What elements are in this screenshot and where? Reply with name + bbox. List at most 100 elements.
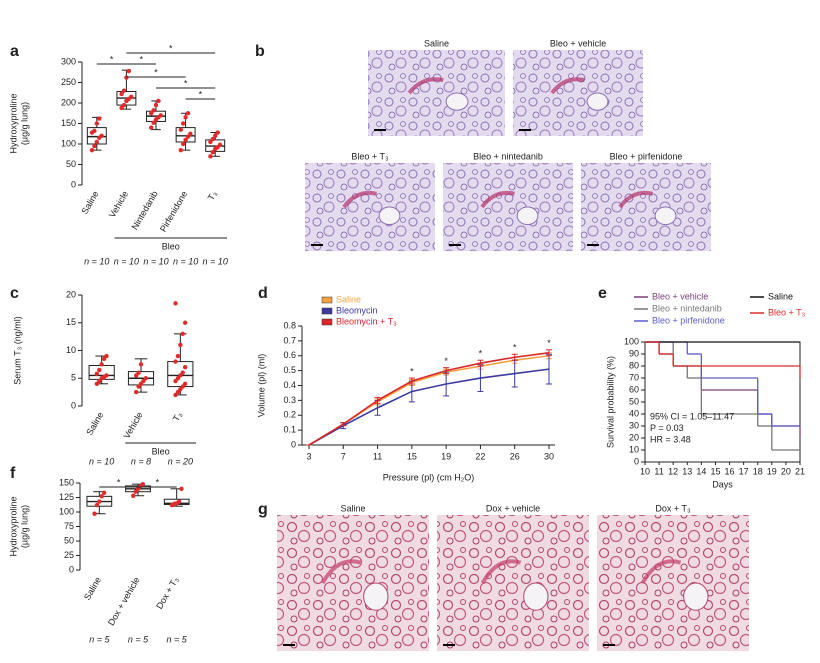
data-point [181, 141, 186, 147]
x-tick-label: 10 [640, 466, 650, 476]
significance-label: * [117, 477, 121, 487]
panel-letter: g [258, 501, 268, 518]
data-point [173, 301, 178, 306]
x-tick-label: 30 [544, 451, 554, 461]
x-tick-label: Nintedanib [130, 189, 160, 231]
y-axis-label: Serum T₃ (ng/ml) [12, 316, 22, 385]
data-point [175, 353, 181, 359]
y-tick-label: 50 [64, 535, 74, 545]
data-point [178, 342, 183, 348]
y-tick-label: 250 [61, 77, 76, 87]
y-tick-label: 0.7 [283, 335, 296, 345]
x-tick-label: 20 [781, 466, 791, 476]
vessel [320, 559, 362, 585]
y-tick-label: 0.4 [283, 380, 296, 390]
data-point [140, 481, 145, 487]
data-point [182, 320, 188, 325]
data-point [217, 142, 223, 148]
annotation: HR = 3.48 [650, 434, 691, 444]
x-tick-label: Vehicle [107, 189, 130, 219]
y-tick-label: 75 [64, 521, 74, 531]
data-point [138, 362, 144, 367]
vessel [640, 559, 682, 585]
x-tick-label: Saline [82, 575, 103, 602]
data-point [151, 108, 156, 113]
y-tick-label: 300 [61, 56, 76, 66]
data-point [94, 371, 100, 377]
y-tick-label: 200 [61, 97, 76, 107]
vessel [407, 77, 444, 95]
data-point [126, 68, 131, 74]
data-point [99, 362, 104, 367]
data-point [188, 131, 193, 136]
panel-letter: e [598, 285, 607, 302]
x-tick-label: T₃ [171, 410, 184, 423]
legend-label: Saline [768, 291, 793, 301]
x-tick-label: 3 [306, 451, 311, 461]
n-label: n = 5 [167, 634, 188, 644]
data-point [131, 493, 136, 498]
airway [654, 206, 677, 226]
n-label: n = 8 [131, 456, 151, 466]
x-tick-label: 15 [407, 451, 417, 461]
y-tick-label: 90 [629, 348, 639, 358]
data-point [173, 359, 178, 364]
y-tick-label: 0.5 [283, 365, 296, 375]
micrograph-title: Bleo + vehicle [550, 38, 606, 48]
y-tick-label: 0 [69, 564, 74, 574]
airway [445, 92, 469, 111]
micrograph-title: Saline [340, 503, 365, 513]
data-point [97, 499, 102, 504]
data-point [89, 147, 95, 153]
vessel [550, 77, 585, 95]
data-point [143, 376, 148, 381]
data-point [124, 75, 129, 80]
group-label: Bleo [162, 241, 180, 251]
legend-swatch [321, 318, 333, 326]
y-tick-label: 70 [629, 372, 639, 382]
micrograph [581, 163, 711, 251]
x-tick-label: Dox + T₃ [154, 575, 180, 611]
data-point [129, 94, 134, 100]
data-point [104, 353, 109, 359]
y-tick-label: 30 [629, 420, 639, 430]
n-label: n = 10 [173, 256, 198, 266]
micrograph [305, 163, 435, 251]
legend-label: Saline [336, 294, 361, 304]
airway [363, 582, 389, 611]
x-tick-label: T₃ [206, 189, 219, 202]
y-tick-label: 0.6 [283, 350, 296, 360]
y-tick-label: 100 [61, 138, 76, 148]
vessel [618, 190, 653, 209]
legend-label: Bleo + T₃ [768, 307, 806, 317]
data-point [92, 128, 97, 134]
x-tick-label: 19 [767, 466, 777, 476]
x-tick-label: Pirfenidone [158, 189, 189, 233]
x-tick-label: 13 [682, 466, 692, 476]
data-point [178, 147, 183, 153]
series-line [308, 351, 550, 446]
x-tick-label: 22 [475, 451, 485, 461]
significance-label: * [444, 356, 448, 366]
data-point [183, 115, 188, 120]
y-tick-label: 150 [61, 118, 76, 128]
y-axis-label: Survival probability (%) [605, 356, 615, 448]
x-tick-label: 16 [725, 466, 735, 476]
data-point [94, 139, 100, 145]
data-point [121, 88, 127, 93]
y-tick-label: 5 [71, 373, 76, 383]
data-point [134, 389, 139, 395]
data-point [215, 130, 220, 135]
y-tick-label: 0.1 [283, 425, 296, 435]
data-point [156, 98, 161, 104]
x-tick-label: 11 [373, 451, 382, 461]
micrograph-title: Bleo + T₃ [351, 151, 389, 161]
data-point [94, 121, 100, 126]
data-point [181, 121, 186, 126]
data-point [182, 364, 188, 370]
panel-letter: c [10, 285, 19, 302]
data-point [121, 102, 127, 108]
n-label: n = 10 [143, 256, 168, 266]
x-axis-label: Pressure (pl) (cm H₂O) [383, 472, 475, 482]
data-point [97, 116, 102, 121]
